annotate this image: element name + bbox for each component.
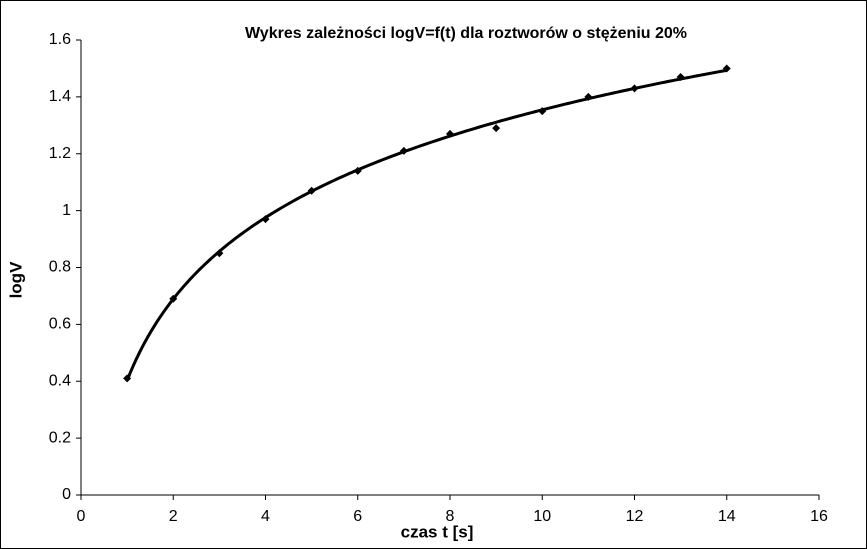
x-tick-label: 0 [77,508,86,525]
y-tick-label: 0.4 [49,372,71,389]
y-tick-label: 0.6 [49,316,71,333]
data-point [307,186,316,195]
y-axis-label: logV [6,261,25,298]
data-point [538,107,547,116]
x-tick-label: 8 [446,508,455,525]
data-point [630,84,639,93]
data-point [399,146,408,155]
trendline [125,68,728,382]
data-point [215,249,224,258]
x-tick-label: 16 [810,508,828,525]
x-tick-label: 4 [261,508,270,525]
x-tick-label: 6 [353,508,362,525]
data-point [492,124,501,133]
y-tick-label: 1 [62,202,71,219]
data-point [123,374,132,383]
data-point [722,64,731,73]
data-point [353,166,362,175]
data-point [676,72,685,81]
x-tick-label: 10 [533,508,551,525]
data-point [169,294,178,303]
data-point [446,129,454,138]
y-tick-label: 1.2 [49,145,71,162]
y-tick-label: 0 [62,486,71,503]
y-tick-label: 0.8 [49,259,71,276]
y-tick-label: 1.4 [49,88,71,105]
x-tick-label: 2 [169,508,178,525]
y-tick-label: 0.2 [49,429,71,446]
x-tick-label: 12 [626,508,644,525]
data-point [584,92,593,101]
x-axis-label: czas t [s] [401,522,474,541]
data-point [261,215,270,224]
chart-title: Wykres zależności logV=f(t) dla roztworó… [245,25,687,42]
y-tick-label: 1.6 [49,31,71,48]
x-tick-label: 14 [718,508,736,525]
